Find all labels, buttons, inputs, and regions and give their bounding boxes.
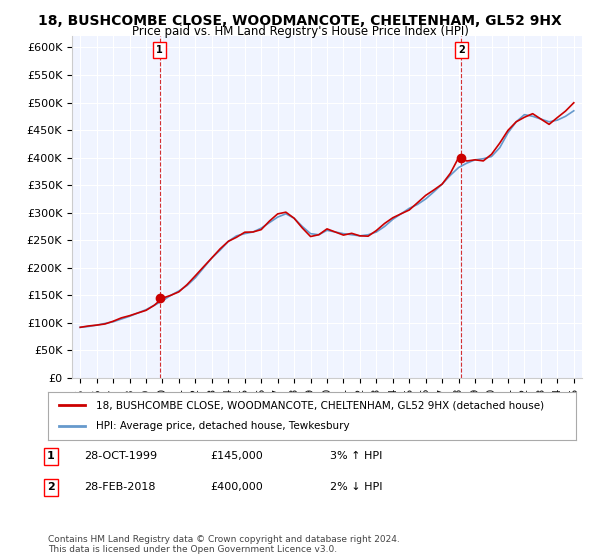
Text: £400,000: £400,000 [210,482,263,492]
Text: 28-FEB-2018: 28-FEB-2018 [84,482,155,492]
Text: 2% ↓ HPI: 2% ↓ HPI [330,482,383,492]
Text: 18, BUSHCOMBE CLOSE, WOODMANCOTE, CHELTENHAM, GL52 9HX: 18, BUSHCOMBE CLOSE, WOODMANCOTE, CHELTE… [38,14,562,28]
Text: 28-OCT-1999: 28-OCT-1999 [84,451,157,461]
Text: 1: 1 [156,45,163,55]
Text: £145,000: £145,000 [210,451,263,461]
Text: 2: 2 [47,482,55,492]
Text: 18, BUSHCOMBE CLOSE, WOODMANCOTE, CHELTENHAM, GL52 9HX (detached house): 18, BUSHCOMBE CLOSE, WOODMANCOTE, CHELTE… [95,400,544,410]
Text: 2: 2 [458,45,464,55]
Text: 3% ↑ HPI: 3% ↑ HPI [330,451,382,461]
Text: Contains HM Land Registry data © Crown copyright and database right 2024.
This d: Contains HM Land Registry data © Crown c… [48,535,400,554]
Text: 1: 1 [47,451,55,461]
Text: HPI: Average price, detached house, Tewkesbury: HPI: Average price, detached house, Tewk… [95,421,349,431]
Text: Price paid vs. HM Land Registry's House Price Index (HPI): Price paid vs. HM Land Registry's House … [131,25,469,38]
